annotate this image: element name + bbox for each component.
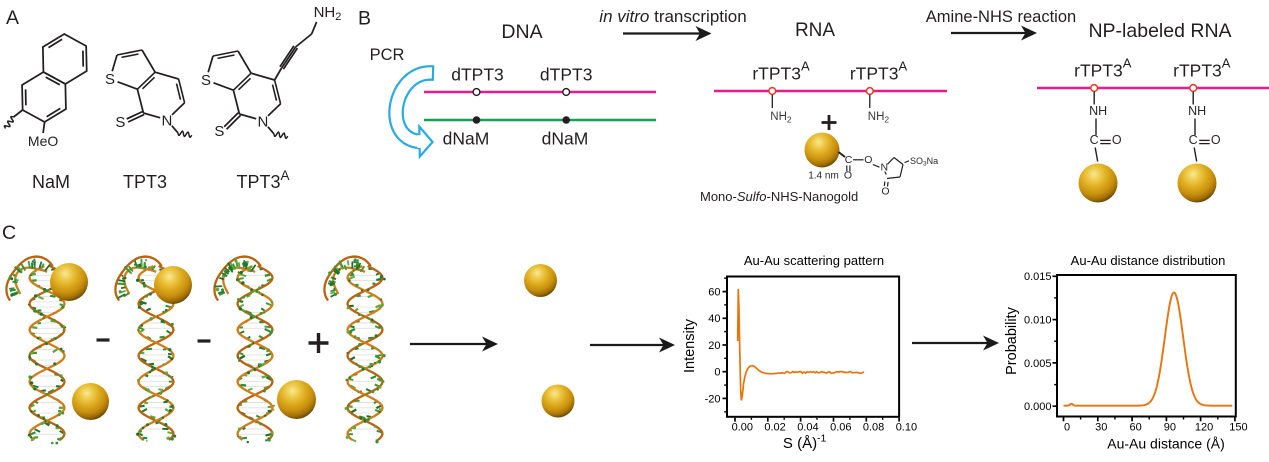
svg-text:O: O xyxy=(1211,133,1221,147)
svg-text:0.000: 0.000 xyxy=(1024,401,1052,413)
svg-text:Au-Au distance distribution: Au-Au distance distribution xyxy=(1071,253,1226,268)
svg-text:in vitro transcription: in vitro transcription xyxy=(599,7,746,26)
svg-text:NP-labeled RNA: NP-labeled RNA xyxy=(1088,20,1231,42)
svg-text:C: C xyxy=(845,154,853,166)
svg-text:B: B xyxy=(358,8,371,30)
svg-text:C: C xyxy=(1189,133,1198,147)
svg-text:0.00: 0.00 xyxy=(732,422,753,434)
svg-text:0.02: 0.02 xyxy=(764,422,785,434)
svg-text:N: N xyxy=(881,162,889,174)
svg-text:S: S xyxy=(105,71,115,88)
svg-text:C: C xyxy=(1090,133,1099,147)
svg-text:S: S xyxy=(115,114,125,131)
svg-text:O: O xyxy=(881,186,889,198)
svg-text:60: 60 xyxy=(708,287,720,299)
svg-text:Probability: Probability xyxy=(1004,306,1020,374)
svg-text:150: 150 xyxy=(1229,422,1247,434)
svg-text:0.015: 0.015 xyxy=(1024,271,1052,283)
svg-text:60: 60 xyxy=(1129,422,1141,434)
svg-text:0.08: 0.08 xyxy=(863,422,884,434)
svg-text:dTPT3: dTPT3 xyxy=(451,64,504,84)
svg-text:30: 30 xyxy=(1095,422,1107,434)
svg-text:NH: NH xyxy=(1089,104,1107,118)
svg-text:0: 0 xyxy=(714,367,720,379)
svg-text:C: C xyxy=(2,222,16,244)
svg-text:TPT3: TPT3 xyxy=(123,172,167,192)
svg-text:120: 120 xyxy=(1195,422,1213,434)
svg-text:MeO: MeO xyxy=(28,133,58,149)
svg-text:20: 20 xyxy=(708,340,720,352)
svg-text:S (Å): S (Å) xyxy=(783,435,817,452)
svg-text:40: 40 xyxy=(708,313,720,325)
svg-text:N: N xyxy=(161,112,172,129)
svg-text:PCR: PCR xyxy=(370,46,405,64)
svg-text:0.010: 0.010 xyxy=(1024,315,1052,327)
svg-text:Intensity: Intensity xyxy=(682,318,698,373)
svg-text:0.10: 0.10 xyxy=(896,422,917,434)
svg-text:dNaM: dNaM xyxy=(443,129,490,149)
svg-text:S: S xyxy=(201,72,211,89)
svg-text:Au-Au scattering pattern: Au-Au scattering pattern xyxy=(744,253,884,268)
svg-text:Mono-Sulfo-NHS-Nanogold: Mono-Sulfo-NHS-Nanogold xyxy=(700,189,858,204)
svg-text:O: O xyxy=(864,154,872,166)
svg-text:0.06: 0.06 xyxy=(830,422,851,434)
svg-text:O: O xyxy=(1112,133,1122,147)
svg-text:0: 0 xyxy=(1064,422,1070,434)
svg-text:NH: NH xyxy=(1188,104,1206,118)
svg-text:O: O xyxy=(844,170,852,182)
svg-text:N: N xyxy=(257,113,268,130)
svg-text:A: A xyxy=(6,7,19,29)
svg-text:0.005: 0.005 xyxy=(1024,358,1052,370)
svg-text:0.04: 0.04 xyxy=(797,422,818,434)
svg-text:-20: -20 xyxy=(705,393,721,405)
svg-text:RNA: RNA xyxy=(795,20,835,41)
svg-text:-1: -1 xyxy=(817,433,826,445)
svg-text:NaM: NaM xyxy=(32,172,70,192)
svg-text:Au-Au distance (Å): Au-Au distance (Å) xyxy=(1107,436,1225,452)
svg-text:1.4 nm: 1.4 nm xyxy=(808,171,839,182)
svg-text:dNaM: dNaM xyxy=(542,129,589,149)
svg-text:dTPT3: dTPT3 xyxy=(540,64,593,84)
svg-text:90: 90 xyxy=(1164,422,1176,434)
svg-text:Amine-NHS reaction: Amine-NHS reaction xyxy=(926,8,1076,26)
svg-text:S: S xyxy=(214,123,224,140)
svg-text:DNA: DNA xyxy=(501,21,542,43)
